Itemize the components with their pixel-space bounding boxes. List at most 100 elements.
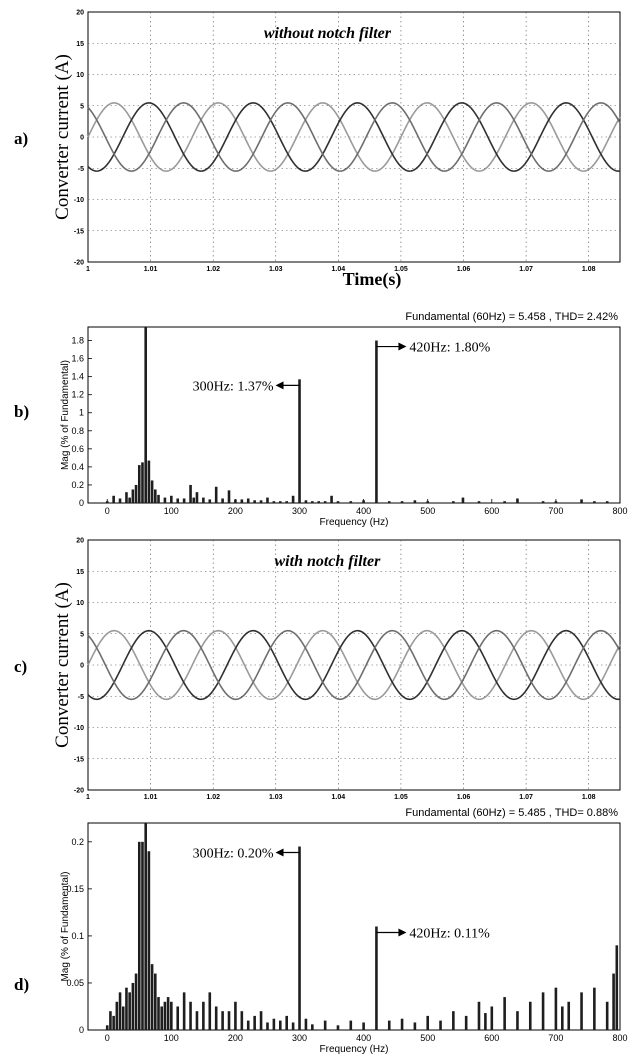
annotation-label: 300Hz: 0.20% (193, 847, 274, 862)
spectrum-bar (154, 973, 157, 1030)
spectrum-bar (259, 500, 263, 503)
spectrum-bar (298, 846, 301, 1030)
spectrum-bar (141, 462, 144, 503)
x-tick-label: 1.01 (144, 794, 158, 801)
plot-area (87, 326, 621, 504)
y-tick-label: 0 (80, 135, 84, 142)
x-tick-label: 600 (484, 506, 499, 516)
spectrum-bar (208, 499, 212, 503)
spectrum-bar (144, 327, 147, 503)
spectrum-bar (259, 1011, 263, 1030)
chart-panel-c: c) 20 15 10 5 0 -5 -10 -15 -201 1.01 1.02 1.03 1.04 1.… (14, 538, 621, 801)
spectrum-bar (141, 841, 144, 1030)
spectrum-bar (157, 494, 160, 503)
spectrum-bar (115, 1001, 119, 1030)
spectrum-bar (137, 465, 141, 503)
annotation-label: 420Hz: 0.11% (409, 927, 490, 942)
spectrum-bar (477, 501, 481, 503)
y-tick-label: -15 (74, 756, 84, 763)
spectrum-bar (413, 1022, 417, 1030)
y-tick-label: 5 (80, 631, 84, 638)
spectrum-bar (240, 1011, 244, 1030)
spectrum-bar (147, 460, 151, 503)
y-tick-label: 20 (76, 10, 84, 17)
spectrum-bar (189, 1001, 192, 1030)
spectrum-bar (439, 1020, 442, 1030)
y-tick-label: 0.8 (71, 426, 84, 436)
spectrum-bar (170, 1001, 173, 1030)
x-tick-label: 700 (548, 1033, 563, 1043)
spectrum-bar (221, 1011, 224, 1030)
spectrum-bar (593, 987, 596, 1030)
spectrum-bar (121, 1006, 125, 1030)
spectrum-bar (195, 1011, 199, 1030)
x-tick-label: 400 (356, 506, 371, 516)
spectrum-bar (285, 501, 288, 503)
spectrum-bar (503, 501, 506, 503)
spectrum-bar (182, 992, 186, 1030)
x-tick-label: 1.01 (144, 266, 158, 273)
spectrum-bar (291, 1022, 295, 1030)
spectrum-bar (541, 992, 545, 1030)
x-tick-label: 0 (105, 506, 110, 516)
spectrum-bar (528, 1001, 532, 1030)
x-tick-label: 1.06 (457, 266, 471, 273)
x-axis-label: Time(s) (343, 269, 402, 290)
spectrum-bar (304, 500, 308, 503)
spectrum-bar (336, 501, 340, 503)
y-tick-label: 0 (80, 663, 84, 670)
spectrum-bar (195, 492, 199, 503)
annotation-arrow-head (398, 928, 407, 937)
spectrum-bar (375, 926, 378, 1030)
spectrum-bar (202, 497, 205, 503)
spectrum-bar (278, 1020, 282, 1030)
spectrum-bar (144, 823, 147, 1030)
spectrum-bar (554, 501, 558, 503)
x-tick-label: 500 (420, 1033, 435, 1043)
spectrum-bar (400, 1018, 404, 1030)
y-tick-label: 0.6 (71, 444, 84, 454)
spectrum-bar (387, 501, 391, 503)
x-axis-label: Frequency (Hz) (320, 1044, 389, 1055)
spectrum-bar (516, 498, 519, 503)
x-tick-label: 1.02 (206, 266, 220, 273)
y-tick-label: 10 (76, 72, 84, 79)
y-tick-label: 1.2 (71, 390, 84, 400)
spectrum-bar (426, 501, 430, 503)
y-tick-label: -5 (78, 694, 84, 701)
spectrum-bar (278, 501, 282, 503)
x-tick-label: 800 (612, 1033, 627, 1043)
spectrum-bar (189, 484, 192, 503)
spectrum-bar (221, 498, 224, 503)
spectrum-bar (253, 1015, 256, 1030)
chart-title: without notch filter (264, 25, 392, 42)
spectrum-bar (125, 492, 128, 503)
spectrum-bar (330, 495, 333, 503)
y-tick-label: 1 (79, 408, 84, 418)
spectrum-bar (166, 997, 170, 1030)
spectrum-bar (567, 1001, 571, 1030)
spectrum-bar (605, 1001, 609, 1030)
spectrum-bar (131, 982, 135, 1030)
x-tick-label: 1.02 (206, 794, 220, 801)
spectrum-bar (461, 497, 465, 503)
x-tick-label: 1.08 (582, 794, 596, 801)
x-axis-label: Frequency (Hz) (320, 517, 389, 528)
spectrum-bar (208, 992, 212, 1030)
spectrum-bar (336, 1025, 340, 1030)
spectrum-bar (234, 499, 237, 503)
spectrum-bar (227, 1011, 231, 1030)
x-tick-label: 1 (86, 794, 90, 801)
y-axis-label: Mag (% of Fundamental) (60, 871, 71, 981)
y-axis-label: Mag (% of Fundamental) (60, 360, 71, 470)
series-line-phase-1 (87, 102, 621, 172)
annotation-arrow-head (275, 848, 284, 857)
spectrum-bar (484, 1013, 487, 1030)
spectrum-bar (234, 1001, 237, 1030)
spectrum-bar (112, 1015, 115, 1030)
spectrum-bar (503, 997, 506, 1030)
x-tick-label: 400 (356, 1033, 371, 1043)
spectrum-bar (615, 945, 619, 1030)
spectrum-bar (349, 501, 353, 503)
